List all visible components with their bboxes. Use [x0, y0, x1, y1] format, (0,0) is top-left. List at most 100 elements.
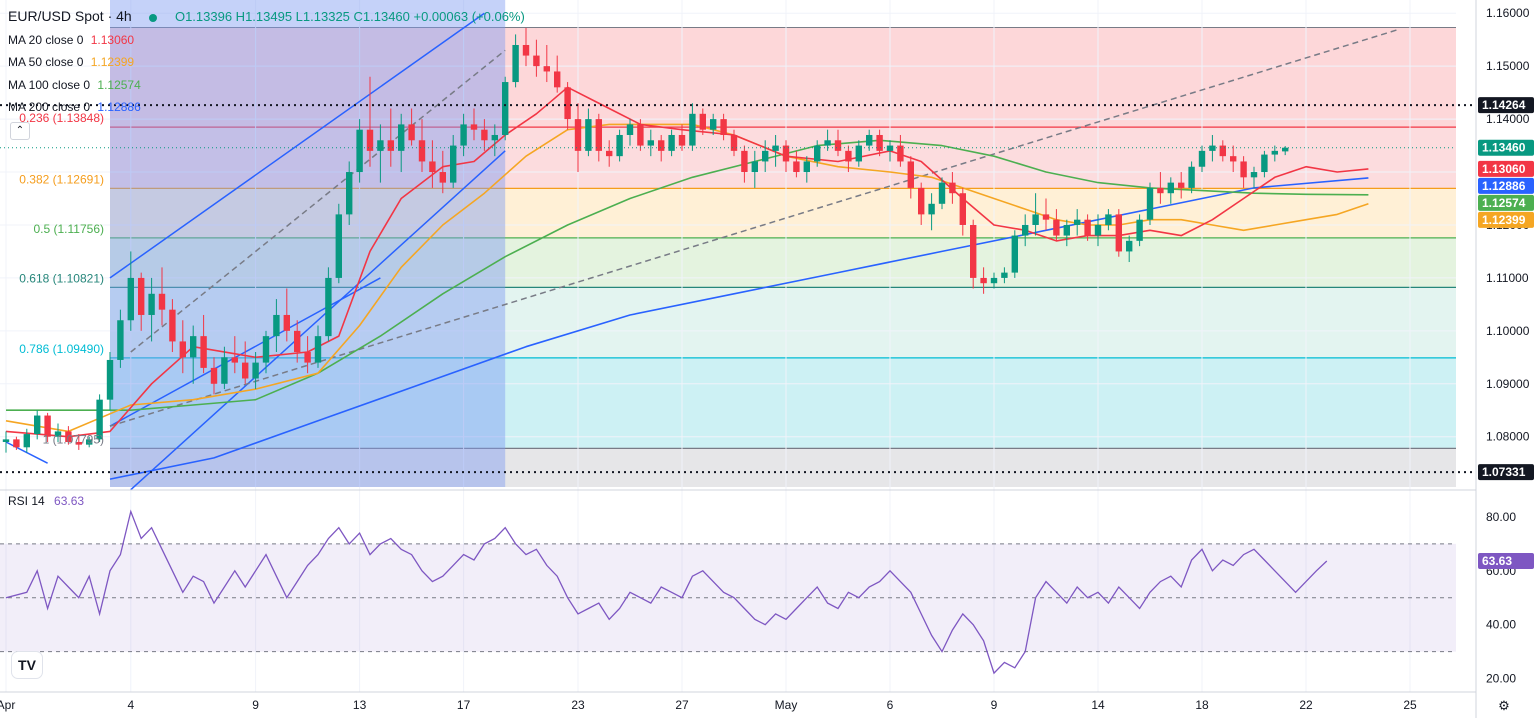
price-tick-label: 1.16000	[1486, 6, 1530, 20]
candles[interactable]	[2, 28, 1289, 453]
candle	[824, 129, 831, 151]
candle-body	[1167, 182, 1174, 194]
candle	[502, 76, 509, 141]
candle-body	[959, 193, 966, 225]
time-tick-label: 23	[571, 698, 585, 712]
fib-zone-top	[110, 27, 1456, 128]
symbol-header: EUR/USD Spot · 4h O1.13396 H1.13495 L1.1…	[8, 8, 525, 24]
candle	[1209, 134, 1216, 162]
candle-body	[252, 362, 259, 379]
trend-line-5	[130, 49, 506, 353]
candle-body	[990, 277, 998, 284]
time-tick-label: 18	[1195, 698, 1209, 712]
candle-body	[169, 309, 176, 342]
settings-gear-icon[interactable]: ⚙	[1498, 698, 1510, 713]
legend-ma50[interactable]: MA 50 close 0 1.12399	[8, 54, 134, 70]
candle	[970, 219, 977, 289]
grid	[0, 0, 1456, 692]
rsi-pane[interactable]	[0, 489, 1476, 675]
candle	[1063, 219, 1070, 247]
candle-body	[949, 182, 956, 194]
candle-body	[710, 119, 717, 130]
rsi-axis-label: 63.63	[1482, 554, 1512, 568]
tradingview-logo-icon[interactable]: TV	[12, 652, 42, 678]
legend-ma200[interactable]: MA 200 close 0 1.12886	[8, 99, 141, 115]
candle	[398, 113, 405, 173]
candle-body	[741, 150, 748, 173]
candle-body	[1230, 156, 1237, 162]
ma-price-label: 1.12886	[1482, 179, 1526, 193]
candle	[1126, 235, 1133, 263]
candle	[387, 108, 394, 167]
rsi-legend[interactable]: RSI 14 63.63	[8, 494, 84, 508]
candle	[1011, 230, 1018, 278]
candle	[918, 182, 925, 225]
candle-body	[1094, 224, 1102, 236]
candle	[242, 341, 249, 384]
candle-body	[54, 431, 62, 437]
legend-ma100[interactable]: MA 100 close 0 1.12574	[8, 77, 141, 93]
candle-body	[210, 367, 218, 384]
candle-body	[106, 359, 114, 400]
time-axis[interactable]: Apr 4 9 13 17 23 27 May 6 9 14 18 22 25 ⚙	[0, 691, 1510, 713]
candle	[439, 150, 446, 194]
ma-price-label-bg	[1478, 194, 1534, 211]
legend-ma100-value: 1.12574	[97, 78, 141, 92]
candle-body	[1032, 214, 1039, 225]
fib-zone-0.786	[110, 357, 1456, 449]
candle	[626, 119, 634, 146]
candle-body	[1053, 219, 1060, 236]
candle-body	[1271, 150, 1278, 155]
candle	[595, 113, 602, 162]
candle-body	[751, 161, 758, 173]
candle	[34, 410, 41, 440]
ma-price-label-bg	[1478, 211, 1534, 228]
candle-body	[429, 161, 436, 173]
candle-body	[418, 140, 426, 162]
candle	[845, 145, 852, 173]
candle	[585, 108, 592, 157]
fib-zone-0.382	[110, 188, 1456, 238]
candle	[938, 177, 946, 210]
candle	[273, 299, 280, 353]
candle-body	[918, 187, 925, 215]
price-tick-label: 1.15000	[1486, 59, 1530, 73]
candle	[1188, 161, 1195, 194]
price-axis[interactable]: 1.160001.150001.140001.130001.120001.110…	[1475, 0, 1536, 718]
candle-body	[398, 124, 405, 151]
time-tick-label: 6	[887, 698, 894, 712]
candle-body	[190, 336, 197, 358]
candle-body	[2, 439, 10, 443]
legend-ma200-label: MA 200 close 0	[8, 100, 91, 114]
candle-body	[304, 352, 311, 363]
candle	[252, 352, 259, 390]
collapse-legend-button[interactable]: ⌃	[10, 122, 30, 140]
candle-body	[1042, 214, 1050, 220]
candle	[876, 129, 883, 157]
ma-price-label-bg	[1478, 139, 1534, 156]
candle-body	[803, 161, 810, 173]
ma-price-label: 1.13460	[1482, 141, 1526, 155]
candle	[897, 134, 904, 167]
candle-body	[34, 415, 41, 435]
ma-price-label: 1.13060	[1482, 162, 1526, 176]
candle-body	[1022, 224, 1029, 236]
time-tick-label: 9	[252, 698, 259, 712]
candle	[325, 267, 332, 342]
symbol-title[interactable]: EUR/USD Spot · 4h	[8, 8, 132, 24]
legend-ma20[interactable]: MA 20 close 0 1.13060	[8, 32, 134, 48]
channel-area	[110, 0, 506, 487]
candle-body	[262, 336, 270, 363]
candle	[741, 145, 748, 183]
candle-body	[1136, 219, 1143, 241]
candle	[377, 124, 384, 183]
candle-body	[595, 119, 602, 151]
candle	[1178, 172, 1185, 199]
candle-body	[1084, 219, 1091, 236]
candle	[1282, 146, 1289, 156]
candle	[1271, 145, 1278, 162]
candle	[1146, 182, 1154, 225]
candle-body	[158, 293, 166, 310]
